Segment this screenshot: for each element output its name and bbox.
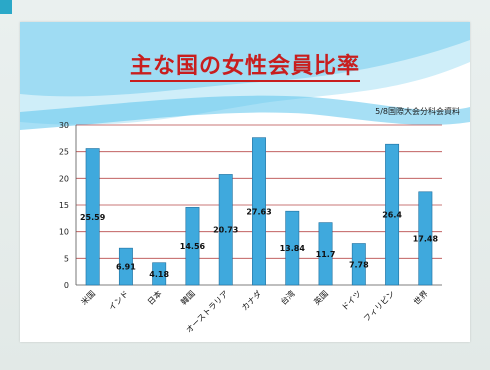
category-label: 台湾 xyxy=(278,288,296,306)
label-layer: 25.59 6.91 4.18 14.56 20.73 27.63 13.84 11.7 7.7… xyxy=(80,207,438,279)
bar xyxy=(118,247,133,286)
bar-value-label: 13.84 xyxy=(280,244,306,253)
bar xyxy=(318,222,333,286)
bar xyxy=(418,191,433,286)
bar-value-label: 14.56 xyxy=(180,242,206,251)
bar xyxy=(285,210,300,286)
y-tick-label: 5 xyxy=(64,254,69,263)
category-label: フィリピン xyxy=(362,289,397,324)
category-label: 英国 xyxy=(312,288,330,306)
y-tick-label: 20 xyxy=(59,174,69,183)
bar-value-label: 7.78 xyxy=(349,260,369,269)
category-label: 米国 xyxy=(79,288,97,306)
category-label: 日本 xyxy=(145,288,163,306)
bar-chart: 0 5 10 15 20 25 30 25.59 6.91 4.18 14.56 20.73 27.6… xyxy=(59,121,442,335)
category-label: 韓国 xyxy=(178,288,196,306)
bar-layer xyxy=(85,137,433,286)
y-tick-label: 15 xyxy=(59,201,69,210)
y-tick-label: 10 xyxy=(59,228,69,237)
bar-value-label: 11.7 xyxy=(316,250,336,259)
bar xyxy=(152,262,167,286)
bar-value-label: 6.91 xyxy=(116,263,136,272)
category-label: インド xyxy=(107,289,130,312)
bar xyxy=(85,148,100,286)
category-label: カナダ xyxy=(239,288,263,312)
category-label: 世界 xyxy=(411,288,429,306)
presentation-slide: 主な国の女性会員比率 5/8国際大会分科会資料 0 5 10 15 20 25 30 25.… xyxy=(20,22,470,342)
bar xyxy=(218,174,233,286)
bar xyxy=(252,137,266,286)
bar xyxy=(351,243,366,286)
bar-value-label: 25.59 xyxy=(80,213,106,222)
bar xyxy=(385,143,400,286)
category-label: ドイツ xyxy=(340,289,363,312)
slide-title-text: 主な国の女性会員比率 xyxy=(129,53,360,82)
bar-value-label: 4.18 xyxy=(149,270,169,279)
bar-value-label: 26.4 xyxy=(382,211,402,220)
bar-value-label: 27.63 xyxy=(246,207,271,216)
wave-band xyxy=(20,95,470,130)
source-note: 5/8国際大会分科会資料 xyxy=(375,107,460,116)
slide-title: 主な国の女性会員比率 xyxy=(20,48,470,82)
bar-value-label: 20.73 xyxy=(213,226,238,235)
slide-wave-background xyxy=(20,22,470,130)
corner-accent xyxy=(0,0,12,14)
wave-mid xyxy=(20,22,470,97)
y-tick-label: 25 xyxy=(59,148,69,157)
bar-value-label: 17.48 xyxy=(413,234,439,243)
bar xyxy=(185,207,200,286)
y-tick-label: 0 xyxy=(64,281,69,290)
y-tick-label: 30 xyxy=(59,121,69,130)
